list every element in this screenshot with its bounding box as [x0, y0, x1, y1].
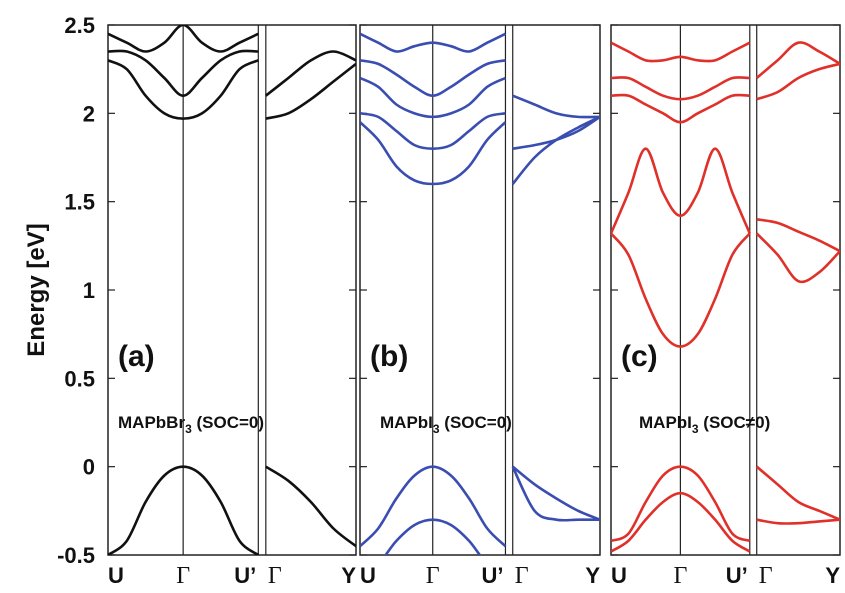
- y-tick-label: -0.5: [57, 543, 95, 568]
- band-line: [265, 465, 356, 548]
- x-tick-label: Y: [825, 563, 840, 588]
- x-tick-label: U: [108, 563, 124, 588]
- band-line: [360, 121, 507, 186]
- x-tick-label: U’: [481, 563, 503, 588]
- y-tick-label: 0: [83, 455, 95, 480]
- band-lines: [108, 25, 356, 555]
- x-tick-label: U: [611, 563, 627, 588]
- panel-c: U Γ U’ Γ Y (c) MAPbI3 (SOC≠0): [610, 24, 841, 589]
- x-tick-label: Γ: [176, 563, 190, 589]
- band-line: [512, 115, 600, 150]
- x-tick-label: Γ: [515, 563, 529, 589]
- y-tick-label: 1: [83, 278, 95, 303]
- panel-tag: (b): [370, 340, 408, 373]
- panel-a: U Γ U’ Γ Y (a) MAPbBr3 (SOC=0): [107, 24, 357, 589]
- x-tick-label: Γ: [268, 563, 282, 589]
- band-line: [360, 32, 507, 53]
- x-tick-label: U’: [234, 563, 256, 588]
- y-tick-label: 2.5: [64, 13, 95, 38]
- band-line: [611, 147, 751, 234]
- band-line: [108, 25, 259, 53]
- band-lines: [611, 41, 840, 553]
- band-line: [611, 491, 751, 553]
- panel-tag: (a): [118, 340, 155, 373]
- band-line: [756, 62, 840, 101]
- y-tick-label: 2: [83, 101, 95, 126]
- band-line: [755, 41, 840, 79]
- x-tick-label: U’: [726, 563, 748, 588]
- panel-caption: MAPbI3 (SOC≠0): [639, 413, 770, 436]
- band-line: [360, 465, 507, 548]
- panels: U Γ U’ Γ Y (a) MAPbBr3 (SOC=0) U Γ U’ Γ Y (b) MAPbI3 …: [107, 24, 841, 589]
- y-tick-labels: 2.5 2 1.5 1 0.5 0 -0.5: [57, 13, 95, 568]
- band-line: [512, 94, 600, 119]
- band-lines: [360, 32, 600, 555]
- band-line: [755, 232, 840, 284]
- band-line: [611, 76, 750, 101]
- band-line: [511, 465, 600, 521]
- band-line: [611, 41, 751, 63]
- band-line: [108, 465, 260, 555]
- panel-caption: MAPbBr3 (SOC=0): [118, 413, 264, 436]
- band-line: [360, 76, 507, 119]
- band-line: [265, 50, 356, 97]
- band-line: [756, 218, 840, 253]
- panel-caption: MAPbI3 (SOC=0): [380, 413, 512, 436]
- band-line: [611, 232, 751, 348]
- band-line: [360, 59, 506, 97]
- x-tick-label: Γ: [673, 563, 687, 589]
- x-tick-label: Γ: [759, 563, 773, 589]
- x-tick-label: Y: [585, 563, 600, 588]
- x-tick-label: Γ: [426, 563, 440, 589]
- panel-tag: (c): [621, 340, 658, 373]
- y-tick-label: 1.5: [64, 190, 95, 215]
- band-line: [611, 93, 750, 124]
- band-line: [756, 518, 840, 525]
- band-line: [108, 49, 259, 97]
- panel-b: U Γ U’ Γ Y (b) MAPbI3 (SOC=0): [359, 24, 601, 589]
- band-line: [108, 59, 259, 120]
- x-tick-label: U: [360, 563, 376, 588]
- band-line: [755, 465, 840, 521]
- band-line: [384, 518, 482, 555]
- band-line: [265, 62, 356, 120]
- y-tick-label: 0.5: [64, 366, 95, 391]
- y-axis-label: Energy [eV]: [23, 223, 50, 356]
- x-tick-label: Y: [341, 563, 356, 588]
- band-line: [511, 466, 600, 522]
- band-line: [611, 465, 751, 543]
- band-line: [360, 112, 506, 150]
- panel-frame: [107, 24, 357, 556]
